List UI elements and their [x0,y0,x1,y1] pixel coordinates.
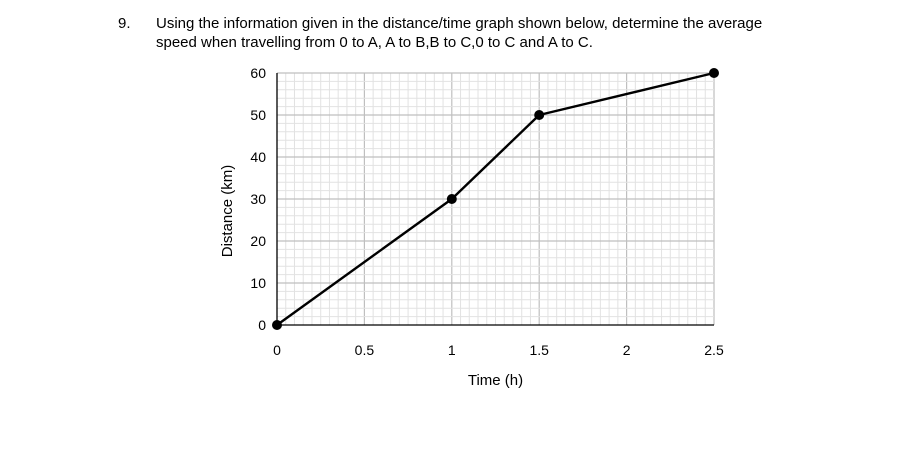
y-tick-label: 40 [250,149,266,165]
y-tick-label: 10 [250,275,266,291]
x-tick-label: 0.5 [355,342,375,358]
question-text: Using the information given in the dista… [156,14,856,52]
x-tick-label: 1.5 [529,342,549,358]
axes [276,73,714,326]
x-tick-label: 1 [448,342,456,358]
question-line-2: speed when travelling from 0 to A, A to … [156,34,593,51]
x-tick-label: 2.5 [704,342,724,358]
x-axis-label: Time (h) [468,372,523,389]
y-tick-label: 50 [250,107,266,123]
data-point [534,110,545,120]
series [272,68,719,330]
y-tick-labels: 0 10 20 30 40 50 60 [250,65,266,333]
x-tick-label: 2 [623,342,631,358]
y-tick-label: 30 [250,191,266,207]
data-point [709,68,719,78]
grid [277,72,715,325]
x-tick-label: 0 [273,342,281,358]
y-tick-label: 20 [250,233,266,249]
y-tick-label: 0 [258,317,266,333]
x-tick-labels: 0 0.5 1 1.5 2 2.5 [273,342,724,358]
data-point [272,320,282,330]
y-axis-label: Distance (km) [219,165,236,258]
y-tick-label: 60 [250,65,266,81]
data-point [446,194,457,204]
series-line [276,71,715,326]
question-line-1: Using the information given in the dista… [156,15,763,32]
question-number: 9. [118,15,131,32]
